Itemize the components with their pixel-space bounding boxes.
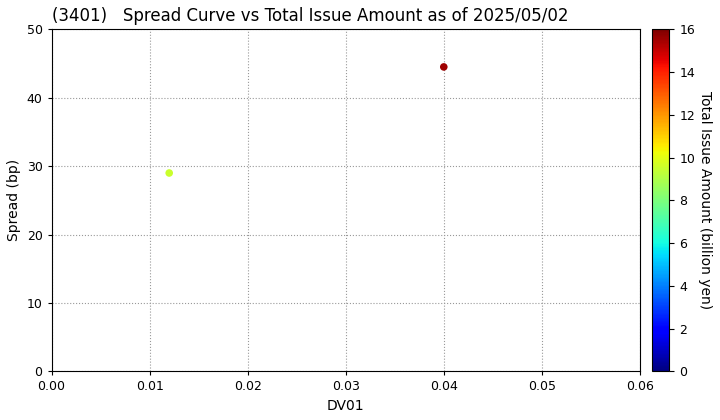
X-axis label: DV01: DV01	[327, 399, 364, 413]
Point	[438, 63, 449, 70]
Point	[163, 170, 175, 176]
Y-axis label: Spread (bp): Spread (bp)	[7, 159, 21, 242]
Y-axis label: Total Issue Amount (billion yen): Total Issue Amount (billion yen)	[698, 91, 712, 310]
Text: (3401)   Spread Curve vs Total Issue Amount as of 2025/05/02: (3401) Spread Curve vs Total Issue Amoun…	[52, 7, 568, 25]
